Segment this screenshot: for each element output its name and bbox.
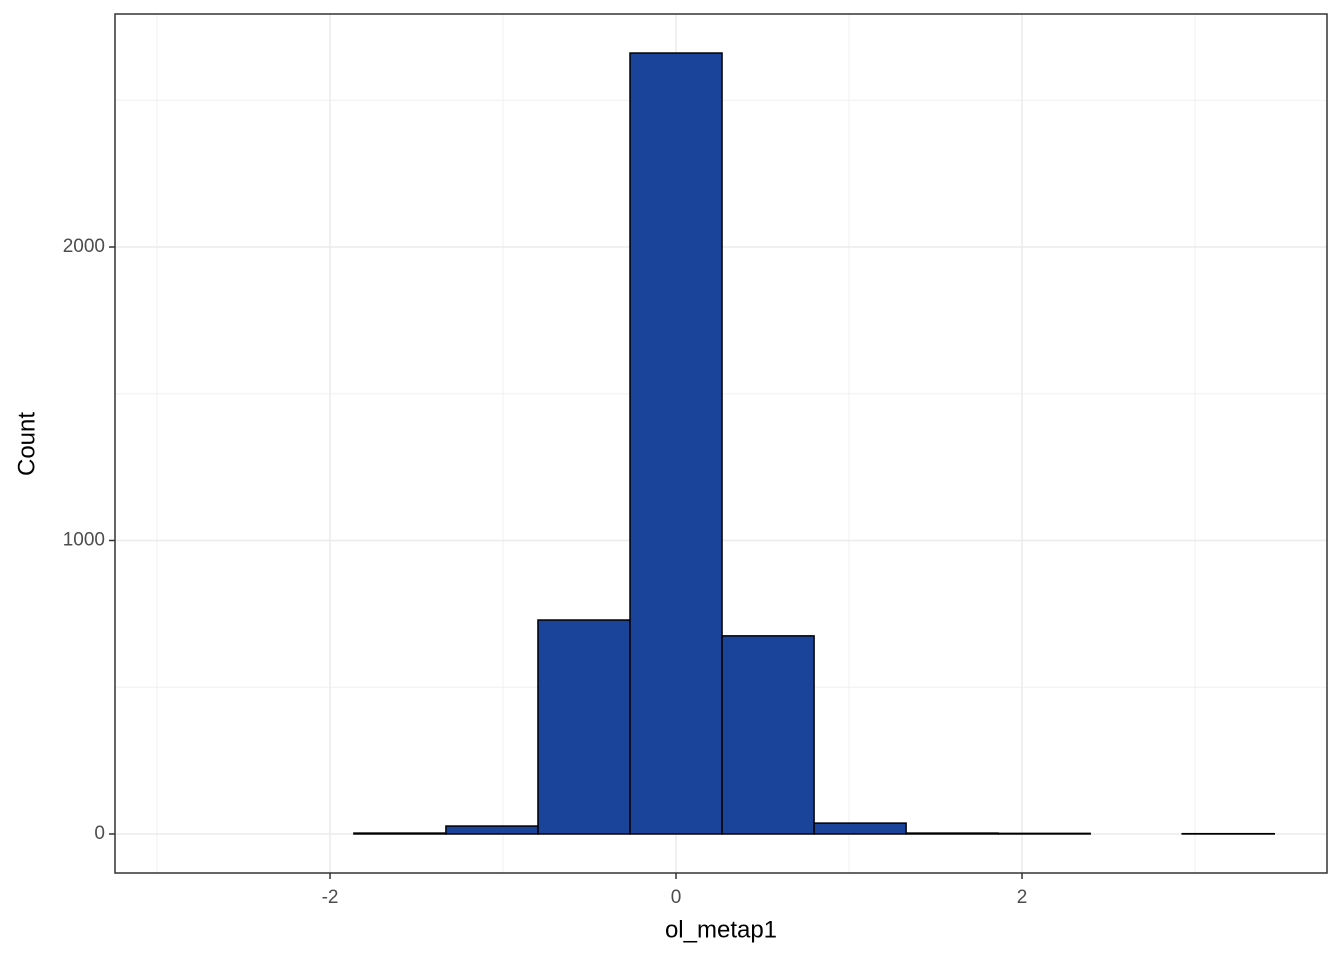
y-tick-label: 2000 [63,236,105,257]
y-tick-label: 0 [94,823,105,844]
y-axis-title: Count [13,412,40,476]
bar [997,832,1091,835]
bar [537,619,631,835]
bar [629,52,723,835]
bar [445,825,539,835]
x-axis-title: ol_metap1 [665,916,777,943]
panel-border [114,13,1328,874]
bar [721,635,815,835]
x-tick-label: -2 [322,887,339,908]
x-tick-label: 0 [671,887,682,908]
bar [905,832,999,835]
y-tick-label: 1000 [63,530,105,551]
x-tick-label: 2 [1017,887,1028,908]
bar [813,822,907,835]
bar [353,832,447,835]
